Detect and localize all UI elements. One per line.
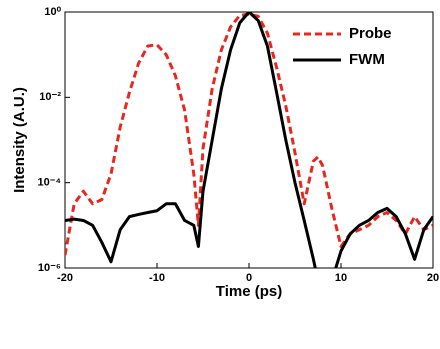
x-tick-label: 0 — [246, 272, 252, 284]
legend-label: FWM — [349, 51, 385, 68]
y-axis-title: Intensity (A.U.) — [11, 87, 28, 193]
plot-lines — [65, 12, 433, 268]
x-tick-label: -10 — [149, 272, 165, 284]
x-tick-label: -20 — [57, 272, 73, 284]
y-tick-label: 10⁻⁴ — [38, 177, 61, 189]
x-tick-label: 20 — [427, 272, 439, 284]
series-line — [65, 12, 433, 256]
y-tick-label: 10⁻⁶ — [38, 262, 61, 274]
plot-frame — [64, 11, 434, 269]
y-tick-label: 10⁰ — [44, 6, 61, 18]
series-line — [65, 12, 433, 268]
x-axis-title: Time (ps) — [216, 283, 282, 300]
y-tick-label: 10⁻² — [39, 91, 61, 103]
legend-label: Probe — [349, 25, 392, 42]
x-tick-label: 10 — [335, 272, 347, 284]
